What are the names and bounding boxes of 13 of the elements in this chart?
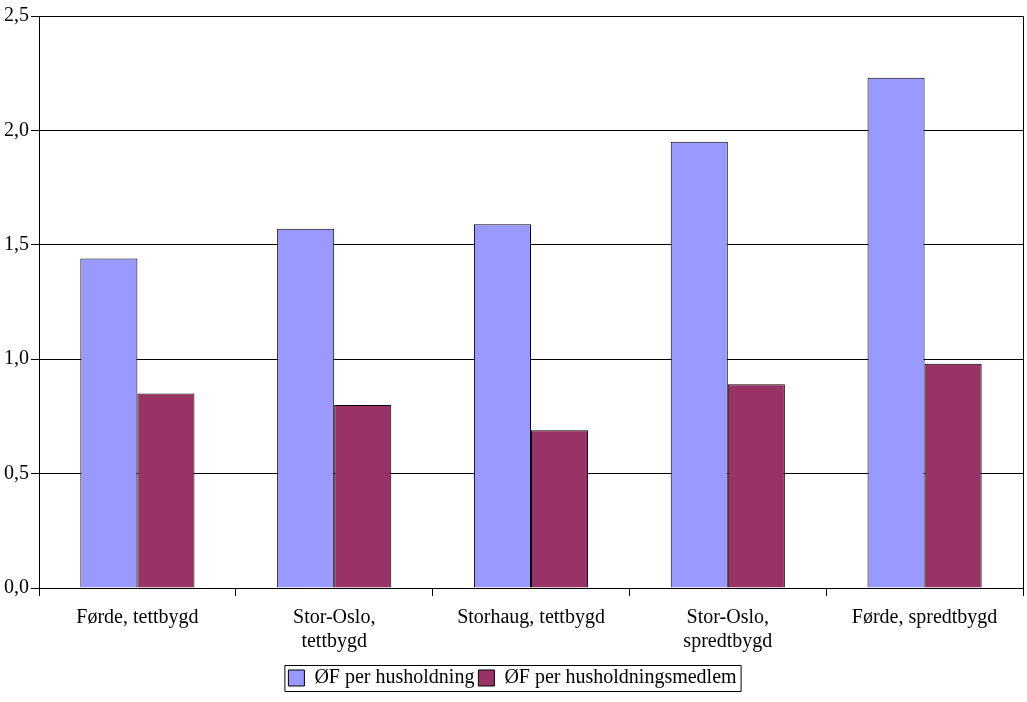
- x-tick-label: Stor-Oslo, spredtbygd: [683, 605, 773, 653]
- x-tick-label: Førde, tettbygd: [76, 605, 199, 629]
- x-tick-label: Stor-Oslo, tettbygd: [293, 605, 376, 653]
- y-tick-label: 0,5: [4, 460, 29, 483]
- y-tick-label: 1,5: [4, 232, 29, 255]
- legend-label: ØF per husholdningsmedlem: [504, 665, 738, 689]
- legend-label: ØF per husholdning: [314, 665, 475, 689]
- x-tick-label: Førde, spredtbygd: [851, 605, 998, 629]
- y-tick-label: 0,0: [4, 575, 29, 598]
- y-tick-label: 1,0: [4, 346, 29, 369]
- y-tick-label: 2,5: [4, 3, 29, 26]
- y-tick-label: 2,0: [4, 117, 29, 140]
- x-tick-label: Storhaug, tettbygd: [457, 605, 605, 629]
